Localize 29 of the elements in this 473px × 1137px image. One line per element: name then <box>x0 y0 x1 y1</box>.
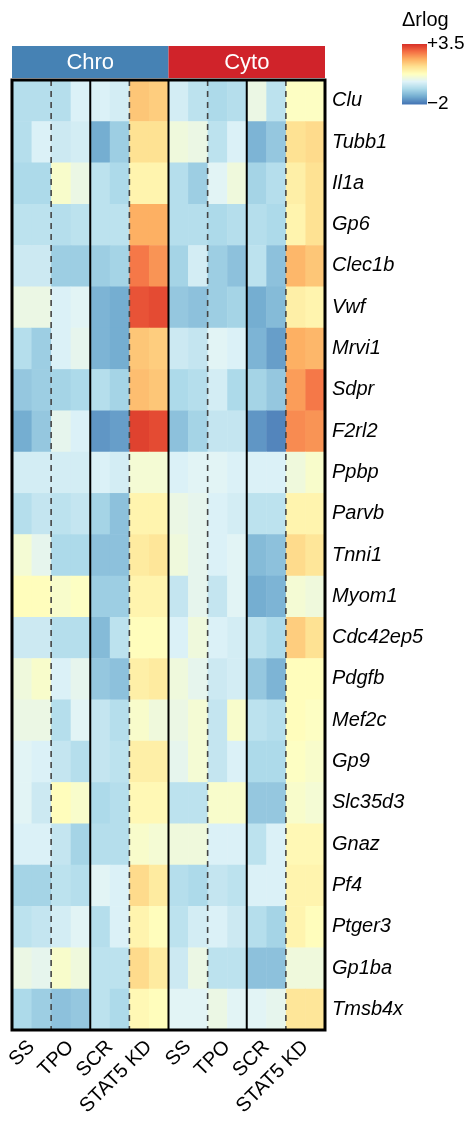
color-bar-title: Δrlog <box>402 7 449 30</box>
y-tick-label: Gp1ba <box>332 955 393 978</box>
y-tick-label: Pf4 <box>332 873 363 895</box>
y-tick-label: Sdpr <box>332 377 376 400</box>
y-tick-label: Clec1b <box>332 253 395 276</box>
y-tick-label: Mrvi1 <box>332 336 381 359</box>
y-tick-label: Myom1 <box>332 583 398 606</box>
y-tick-label: Pdgfb <box>332 666 385 689</box>
color-bar-label: +3.5 <box>427 32 465 54</box>
y-tick-label: Gp9 <box>332 749 370 772</box>
text: Chro <box>66 49 115 75</box>
y-tick-label: Slc35d3 <box>332 790 405 813</box>
x-tick-label: TPO <box>189 1035 234 1080</box>
y-tick-label: Cdc42ep5 <box>332 625 425 648</box>
y-tick-label: Gp6 <box>332 212 371 235</box>
y-tick-label: F2rl2 <box>332 418 378 441</box>
y-tick-label: Vwf <box>332 294 368 317</box>
y-tick-label: Tubb1 <box>332 129 388 152</box>
y-tick-label: Ppbp <box>332 459 379 482</box>
y-tick-label: Mef2c <box>332 707 387 730</box>
y-tick-label: Tmsb4x <box>332 996 405 1019</box>
y-tick-label: Ptger3 <box>332 914 391 937</box>
y-tick-label: Parvb <box>332 501 385 524</box>
y-tick-label: Tnni1 <box>332 542 383 565</box>
color-bar-label: −2 <box>427 92 449 114</box>
y-tick-label: Clu <box>332 88 363 111</box>
y-tick-label: Gnaz <box>332 831 380 854</box>
text: Cyto <box>224 49 270 75</box>
y-tick-label: Il1a <box>332 170 365 193</box>
